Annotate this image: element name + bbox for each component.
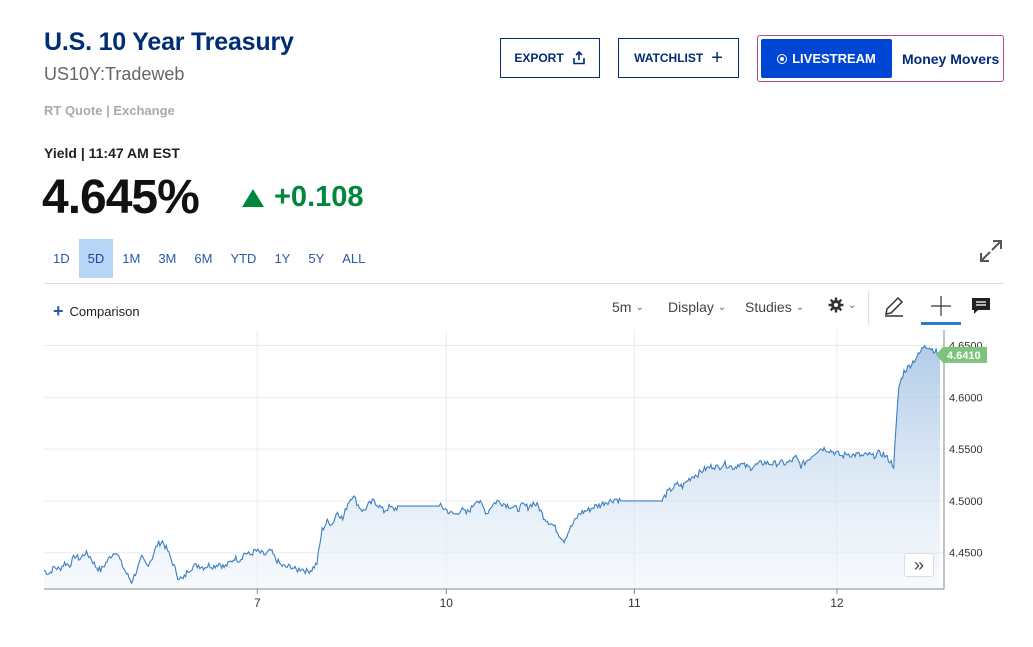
y-tick-label: 4.4500 <box>949 548 983 560</box>
export-button[interactable]: EXPORT <box>500 38 600 78</box>
series-line <box>43 344 941 585</box>
chevron-down-icon: ⌄ <box>635 301 644 313</box>
page-title: U.S. 10 Year Treasury <box>44 28 294 56</box>
share-icon <box>572 51 585 65</box>
price-change: +0.108 <box>242 181 364 214</box>
livestream-show-link[interactable]: Money Movers <box>902 50 1000 67</box>
x-tick-label: 7 <box>254 596 261 610</box>
current-value-label: 4.6410 <box>947 350 981 362</box>
y-tick-label: 4.6000 <box>949 392 983 404</box>
range-tab-1d[interactable]: 1D <box>53 251 70 266</box>
toolbar-divider <box>44 283 1004 284</box>
range-tab-1y[interactable]: 1Y <box>274 251 291 266</box>
pencil-icon[interactable] <box>882 294 906 318</box>
scroll-forward-button[interactable]: » <box>904 553 934 577</box>
comparison-label: Comparison <box>69 303 140 319</box>
up-arrow-icon <box>242 188 264 207</box>
x-tick-label: 11 <box>628 596 641 610</box>
x-tick-label: 12 <box>830 596 844 610</box>
range-tab-6m[interactable]: 6M <box>194 251 213 266</box>
ticker-symbol: US10Y:Tradeweb <box>44 64 185 84</box>
crosshair-active-indicator <box>921 322 961 325</box>
current-value-badge <box>936 346 987 363</box>
comment-icon[interactable] <box>969 294 993 318</box>
range-tab-1m[interactable]: 1M <box>122 251 141 266</box>
range-tab-all[interactable]: ALL <box>342 251 366 266</box>
studies-dropdown[interactable]: Studies ⌄ <box>745 299 804 315</box>
livestream-label: LIVESTREAM <box>792 51 876 66</box>
last-price: 4.645% <box>42 171 200 224</box>
export-label: EXPORT <box>514 51 564 65</box>
comparison-button[interactable]: + Comparison <box>53 302 140 320</box>
watchlist-button[interactable]: WATCHLIST + <box>618 38 739 78</box>
studies-label: Studies <box>745 299 792 315</box>
plus-icon: + <box>711 47 723 69</box>
quote-source: RT Quote | Exchange <box>44 103 175 118</box>
gear-icon <box>828 297 844 313</box>
interval-dropdown[interactable]: 5m ⌄ <box>612 299 644 315</box>
chevron-down-icon: ⌄ <box>848 299 857 311</box>
live-dot-icon <box>777 53 788 64</box>
livestream-button[interactable]: LIVESTREAM <box>761 39 892 78</box>
y-tick-label: 4.5000 <box>949 496 983 508</box>
plus-icon: + <box>53 301 64 321</box>
y-tick-label: 4.5500 <box>949 444 983 456</box>
crosshair-icon[interactable] <box>929 294 953 318</box>
livestream-widget: LIVESTREAM Money Movers <box>757 35 1004 82</box>
range-tab-5d[interactable]: 5D <box>78 239 114 278</box>
chevron-down-icon: ⌄ <box>717 301 727 313</box>
watchlist-label: WATCHLIST <box>634 51 704 65</box>
toolbar-separator <box>868 291 869 325</box>
settings-dropdown[interactable]: ⌄ <box>828 297 856 313</box>
change-value: +0.108 <box>274 181 364 213</box>
display-dropdown[interactable]: Display ⌄ <box>668 299 726 315</box>
range-tab-3m[interactable]: 3M <box>158 251 177 266</box>
chevron-down-icon: ⌄ <box>795 301 805 313</box>
range-tabs: 1D 5D 1M 3M 6M YTD 1Y 5Y ALL <box>44 239 374 278</box>
range-tab-5y[interactable]: 5Y <box>308 251 325 266</box>
expand-icon[interactable] <box>978 238 1004 264</box>
series-area <box>44 345 940 589</box>
range-tab-ytd[interactable]: YTD <box>230 251 257 266</box>
yield-timestamp: Yield | 11:47 AM EST <box>44 145 180 161</box>
x-tick-label: 10 <box>440 596 454 610</box>
interval-label: 5m <box>612 299 632 315</box>
display-label: Display <box>668 299 714 315</box>
